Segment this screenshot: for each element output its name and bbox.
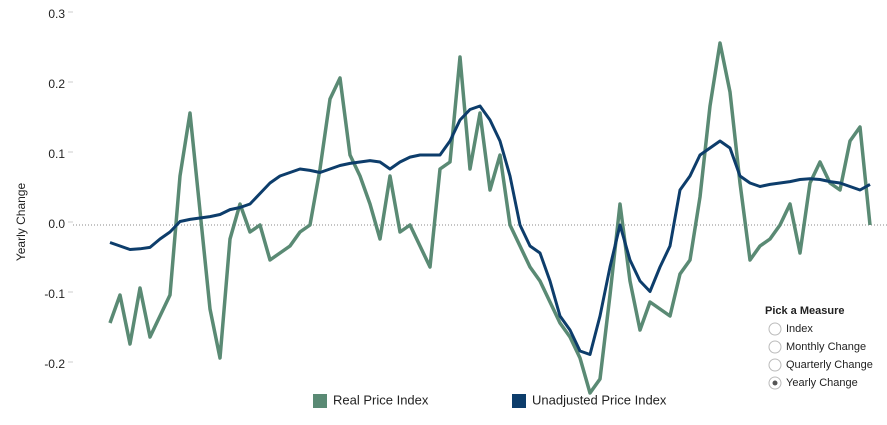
y-tick-label: 0.3 [48, 7, 65, 21]
radio-label[interactable]: Index [786, 323, 813, 335]
radio-button[interactable] [768, 358, 782, 372]
radio-label[interactable]: Yearly Change [786, 377, 858, 389]
legend-swatch [313, 394, 327, 408]
series-line [108, 41, 872, 395]
radio-dot [772, 380, 778, 386]
y-tick-label: 0.2 [48, 77, 65, 91]
legend-label: Unadjusted Price Index [532, 392, 667, 407]
radio-label[interactable]: Quarterly Change [786, 359, 873, 371]
radio-button[interactable] [768, 340, 782, 354]
y-tick-label: -0.1 [44, 287, 65, 301]
legend-swatch [512, 394, 526, 408]
y-axis-label: Yearly Change [14, 183, 28, 262]
y-tick-label: 0.0 [48, 217, 65, 231]
series-line [109, 104, 871, 356]
y-tick-label: 0.1 [48, 147, 65, 161]
y-tick-label: -0.2 [44, 357, 65, 371]
control-title: Pick a Measure [765, 305, 845, 317]
legend-label: Real Price Index [333, 392, 429, 407]
radio-button[interactable] [768, 322, 782, 336]
radio-label[interactable]: Monthly Change [786, 341, 866, 353]
